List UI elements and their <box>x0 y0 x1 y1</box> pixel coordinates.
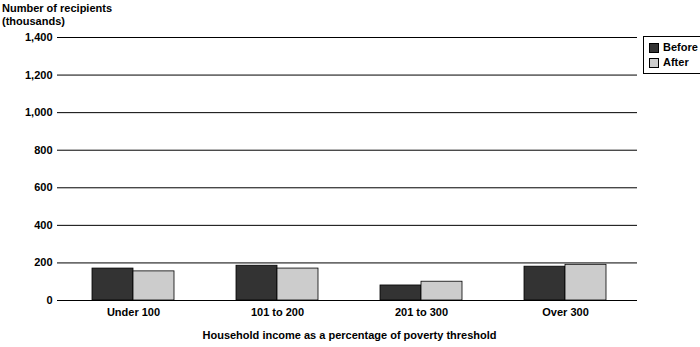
svg-text:600: 600 <box>34 181 52 193</box>
html-text:Number of recipients (thousand: Number of recipients (thousands) <box>2 2 112 27</box>
svg-text:101 to 200: 101 to 200 <box>251 306 304 318</box>
svg-text:200: 200 <box>34 256 52 268</box>
html-text:Before: Before <box>663 41 698 53</box>
svg-text:Over 300: Over 300 <box>542 306 588 318</box>
svg-text:1,200: 1,200 <box>25 69 53 81</box>
svg-text:400: 400 <box>34 219 52 231</box>
svg-text:1,400: 1,400 <box>25 31 53 43</box>
svg-text:0: 0 <box>46 294 52 306</box>
svg-text:800: 800 <box>34 144 52 156</box>
svg-text:1,000: 1,000 <box>25 106 53 118</box>
svg-text:Household income as a percenta: Household income as a percentage of pove… <box>202 329 496 341</box>
svg-text:Under 100: Under 100 <box>107 306 160 318</box>
svg-text:201 to 300: 201 to 300 <box>395 306 448 318</box>
html-text:After: After <box>663 56 689 68</box>
